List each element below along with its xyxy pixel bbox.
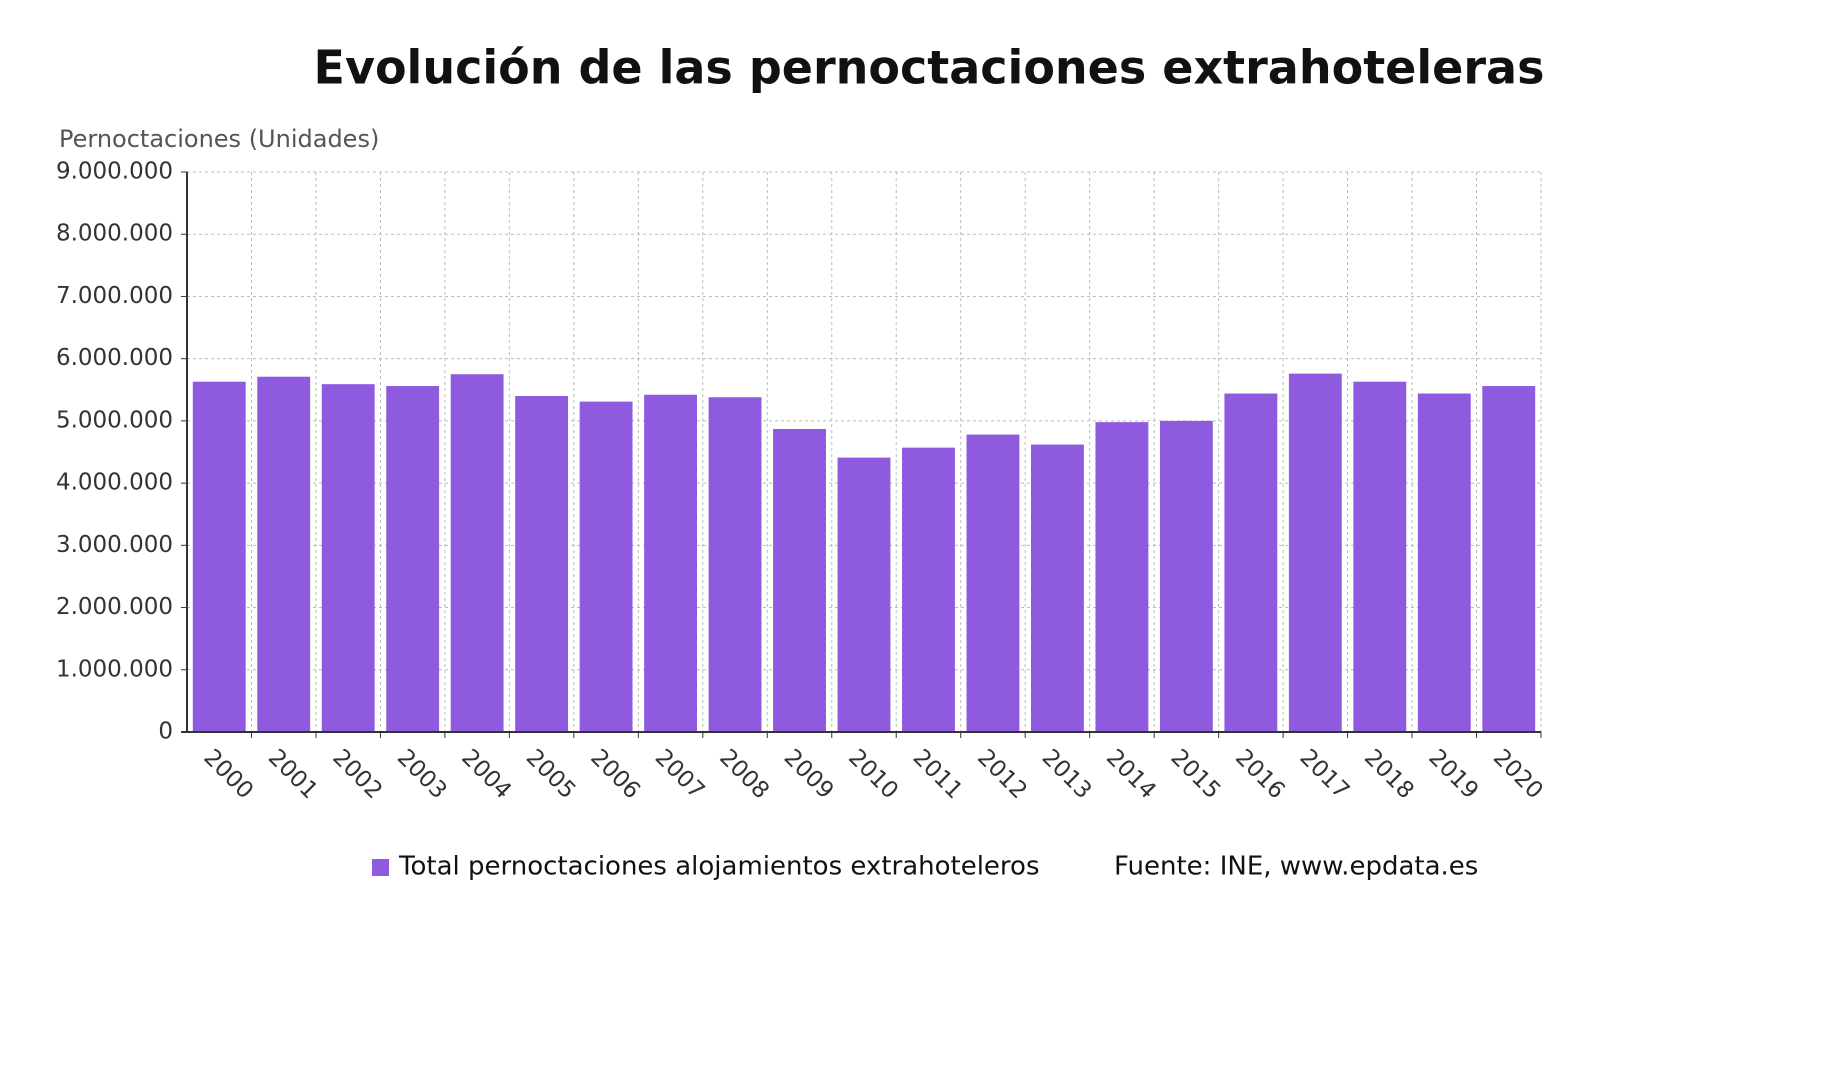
- x-tick-label: 2017: [1294, 744, 1354, 804]
- bar: [902, 447, 955, 732]
- y-tick-label: 6.000.000: [56, 345, 173, 371]
- x-tick-label: 2014: [1101, 744, 1161, 804]
- bar: [773, 428, 826, 732]
- x-tick-label: 2007: [650, 744, 710, 804]
- legend-swatch: [372, 859, 389, 876]
- bar: [321, 384, 375, 732]
- bar: [1095, 422, 1149, 732]
- bar: [1482, 386, 1536, 732]
- x-tick-label: 2006: [585, 744, 645, 804]
- bar: [257, 376, 311, 732]
- x-tick-label: 2020: [1488, 744, 1548, 804]
- source: Fuente: INE, www.epdata.es: [1114, 852, 1478, 882]
- x-tick-label: 2004: [456, 744, 516, 804]
- y-tick-label: 1.000.000: [56, 656, 173, 682]
- x-tick-label: 2016: [1230, 744, 1290, 804]
- y-tick-label: 7.000.000: [56, 283, 173, 309]
- bar: [1288, 373, 1342, 732]
- y-axis-label: Pernoctaciones (Unidades): [59, 125, 379, 153]
- x-tick-label: 2018: [1359, 744, 1419, 804]
- y-tick-label: 5.000.000: [56, 407, 173, 433]
- bar: [579, 401, 633, 732]
- x-tick-label: 2011: [908, 744, 968, 804]
- bar: [192, 381, 246, 732]
- bar: [386, 386, 440, 732]
- bar: [1224, 393, 1278, 732]
- y-tick-label: 4.000.000: [56, 470, 173, 496]
- x-tick-label: 2010: [843, 744, 903, 804]
- x-tick-label: 2009: [779, 744, 839, 804]
- bar: [450, 374, 504, 732]
- x-tick-label: 2001: [263, 744, 323, 804]
- legend-label: Total pernoctaciones alojamientos extrah…: [398, 852, 1040, 882]
- y-tick-label: 3.000.000: [56, 532, 173, 558]
- bar: [1159, 420, 1213, 732]
- bar: [966, 434, 1020, 732]
- x-tick-label: 2019: [1423, 744, 1483, 804]
- y-tick-label: 8.000.000: [56, 221, 173, 247]
- chart-title: Evolución de las pernoctaciones extrahot…: [314, 41, 1545, 95]
- x-tick-label: 2003: [392, 744, 452, 804]
- bar: [708, 397, 762, 732]
- y-tick-label: 2.000.000: [56, 594, 173, 620]
- y-tick-label: 0: [158, 719, 173, 745]
- bar: [644, 394, 698, 732]
- x-tick-label: 2002: [327, 744, 387, 804]
- x-tick-label: 2015: [1166, 744, 1226, 804]
- x-tick-label: 2013: [1037, 744, 1097, 804]
- bar: [837, 457, 891, 732]
- bar: [515, 396, 569, 732]
- x-tick-label: 2008: [714, 744, 774, 804]
- bar: [1030, 444, 1084, 732]
- x-tick-label: 2012: [972, 744, 1032, 804]
- x-tick-label: 2000: [198, 744, 258, 804]
- y-tick-label: 9.000.000: [56, 159, 173, 185]
- bar: [1353, 381, 1407, 732]
- x-tick-label: 2005: [521, 744, 581, 804]
- bar: [1417, 393, 1471, 732]
